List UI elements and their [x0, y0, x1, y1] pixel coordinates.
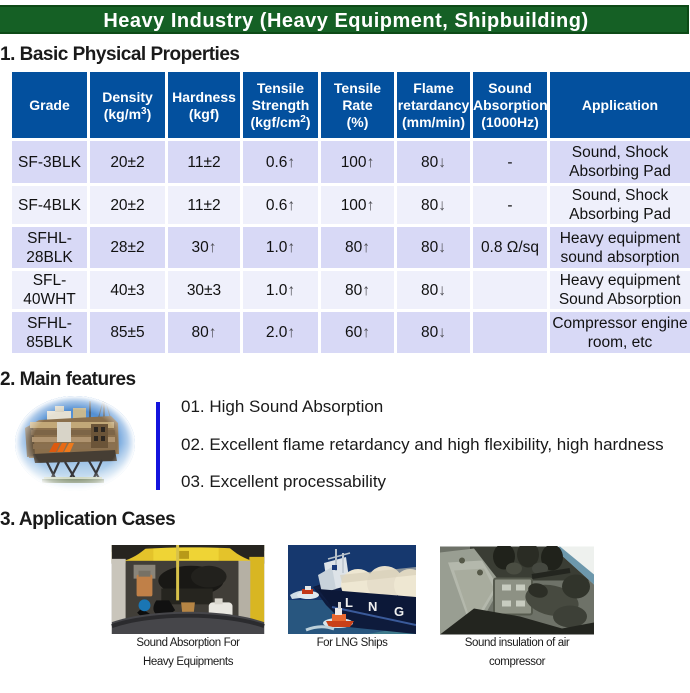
svg-text:G: G: [394, 604, 404, 619]
svg-text:L: L: [345, 595, 353, 610]
svg-text:N: N: [368, 599, 377, 614]
